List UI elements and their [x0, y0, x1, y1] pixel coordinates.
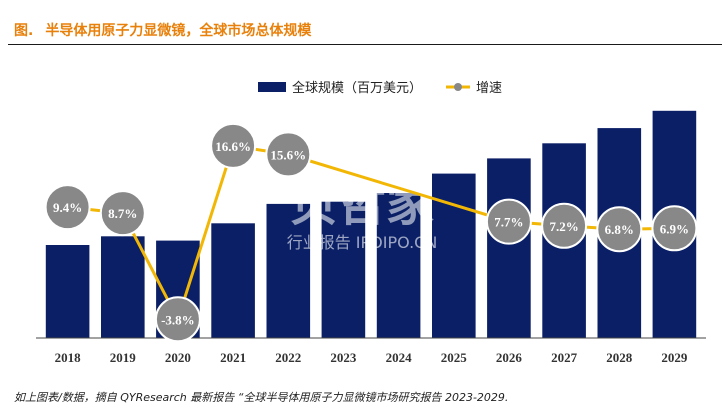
watermark: 贝哲家 行业报告 IPOIPO.CN: [287, 176, 438, 252]
bar-2023: [321, 201, 366, 338]
legend-bar-swatch: [258, 82, 286, 92]
growth-label-2019: 8.7%: [108, 206, 137, 221]
figure-title-prefix: 图.: [14, 23, 34, 39]
bar-2019: [101, 236, 145, 338]
growth-point-2022: 15.6%: [265, 131, 312, 178]
growth-marker-2018: [44, 184, 91, 231]
watermark-main: 贝哲家: [290, 176, 434, 232]
x-tick-2019: 2019: [110, 350, 137, 365]
x-tick-2024: 2024: [386, 350, 413, 365]
growth-label-2029: 6.9%: [660, 221, 689, 236]
x-tick-2029: 2029: [661, 350, 688, 365]
growth-marker-2026: [485, 198, 532, 245]
growth-label-2028: 6.8%: [605, 222, 634, 237]
x-tick-2023: 2023: [330, 350, 357, 365]
x-tick-2020: 2020: [165, 350, 191, 365]
x-tick-2027: 2027: [551, 350, 578, 365]
bar-2021: [211, 223, 255, 338]
bar-2024: [376, 193, 421, 338]
bar-2025: [432, 173, 476, 338]
growth-marker-2019: [99, 190, 146, 237]
growth-point-2018: 9.4%: [44, 184, 91, 231]
legend-bar-label: 全球规模（百万美元）: [292, 80, 422, 96]
growth-marker-2022: [265, 131, 312, 178]
bar-2022: [266, 203, 311, 338]
bar-2018: [45, 245, 90, 338]
x-tick-2022: 2022: [275, 350, 301, 365]
growth-marker-2020: [154, 296, 201, 343]
growth-marker-2028: [596, 206, 643, 253]
x-tick-2018: 2018: [55, 350, 82, 365]
legend-line-marker: [454, 83, 462, 91]
x-tick-2028: 2028: [606, 350, 633, 365]
growth-label-2018: 9.4%: [53, 200, 82, 215]
title-divider: [8, 44, 722, 45]
legend: 全球规模（百万美元） 增速: [258, 80, 502, 96]
x-tick-2026: 2026: [496, 350, 523, 365]
growth-markers: 9.4% 8.7% -3.8% 16.6% 15.6% 7.7% 7.2% 6.8% 6.9%: [44, 122, 698, 343]
growth-point-2019: 8.7%: [99, 190, 146, 237]
growth-label-2027: 7.2%: [549, 219, 578, 234]
growth-label-2022: 15.6%: [270, 147, 306, 162]
growth-point-2026: 7.7%: [485, 198, 532, 245]
figure-title-text: 半导体用原子力显微镜，全球市场总体规模: [45, 23, 312, 39]
growth-label-2026: 7.7%: [494, 215, 523, 230]
figure-title: 图. 半导体用原子力显微镜，全球市场总体规模: [14, 20, 311, 40]
legend-line-label: 增速: [476, 81, 502, 96]
growth-point-2020: -3.8%: [154, 296, 201, 343]
growth-label-2021: 16.6%: [215, 139, 251, 154]
growth-label-2020: -3.8%: [161, 312, 195, 327]
market-size-chart: 全球规模（百万美元） 增速 2018 2019 2020 2021 2022 2023 20…: [36, 80, 706, 365]
growth-point-2028: 6.8%: [596, 206, 643, 253]
x-axis-ticks: 2018 2019 2020 2021 2022 2023 2024 2025 2026 2027…: [55, 350, 688, 365]
x-tick-2021: 2021: [220, 350, 246, 365]
growth-point-2027: 7.2%: [541, 202, 588, 249]
watermark-sub: 行业报告 IPOIPO.CN: [287, 233, 438, 252]
x-tick-2025: 2025: [441, 350, 468, 365]
bar-2026: [487, 158, 531, 338]
growth-marker-2027: [541, 202, 588, 249]
growth-point-2029: 6.9%: [651, 205, 698, 252]
growth-marker-2021: [210, 122, 257, 169]
growth-marker-2029: [651, 205, 698, 252]
growth-point-2021: 16.6%: [210, 122, 257, 169]
source-note: 如上图表/数据，摘自 QYResearch 最新报告 “全球半导体用原子力显微镜…: [14, 391, 509, 404]
